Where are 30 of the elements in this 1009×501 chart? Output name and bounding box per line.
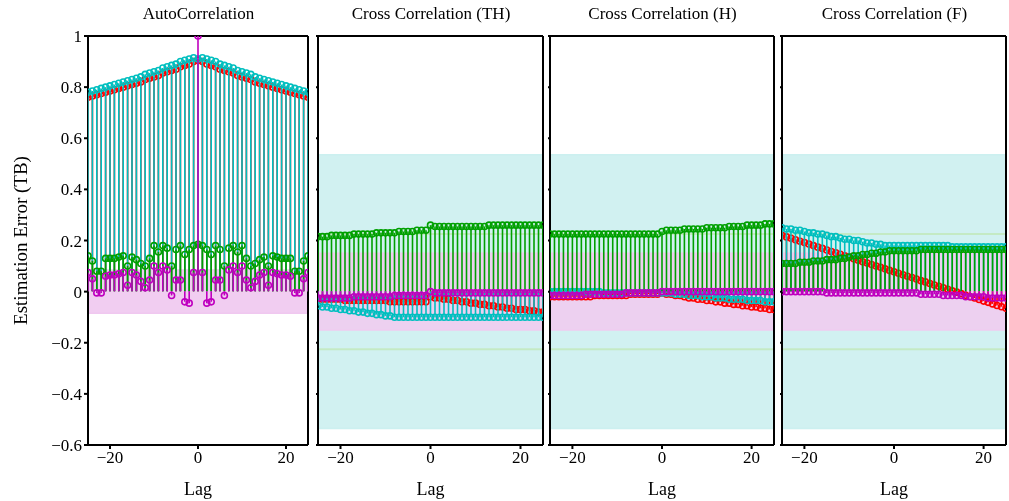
chart-title: Cross Correlation (H) (587, 4, 738, 24)
x-tick-label: −20 (559, 448, 586, 468)
x-tick-label: 20 (975, 448, 993, 468)
x-tick-label: 20 (512, 448, 529, 468)
chart-title: Cross Correlation (F) (820, 4, 969, 24)
x-axis-title: Lag (880, 479, 908, 499)
y-tick-label: 1 (73, 27, 82, 47)
x-tick-label: 0 (426, 448, 435, 468)
x-tick-label: 0 (657, 448, 667, 468)
x-axis-title: Lag (416, 479, 445, 499)
y-tick-label: 0.6 (60, 129, 82, 149)
x-tick-label: 0 (193, 448, 203, 468)
y-tick-label: −0.4 (51, 384, 83, 404)
x-axis-title: Lag (184, 479, 212, 499)
x-tick-label: 20 (743, 448, 761, 468)
x-axis-title: Lag (648, 479, 676, 499)
x-tick-label: 20 (277, 448, 295, 468)
x-tick-label: −20 (96, 448, 124, 468)
x-tick-label: −20 (327, 448, 354, 468)
y-tick-label: 0.4 (60, 180, 83, 200)
x-tick-label: 0 (889, 448, 899, 468)
x-tick-label: −20 (791, 448, 818, 468)
y-tick-label: 0.2 (60, 231, 82, 251)
chart-title: Cross Correlation (TH) (350, 4, 512, 24)
y-tick-label: 0.8 (60, 78, 82, 98)
y-tick-label: 0 (73, 282, 82, 302)
chart-title: AutoCorrelation (141, 4, 256, 24)
y-tick-label: −0.6 (51, 436, 82, 456)
y-axis-title: Estimation Error (TB) (9, 156, 32, 325)
y-tick-label: −0.2 (51, 333, 82, 353)
